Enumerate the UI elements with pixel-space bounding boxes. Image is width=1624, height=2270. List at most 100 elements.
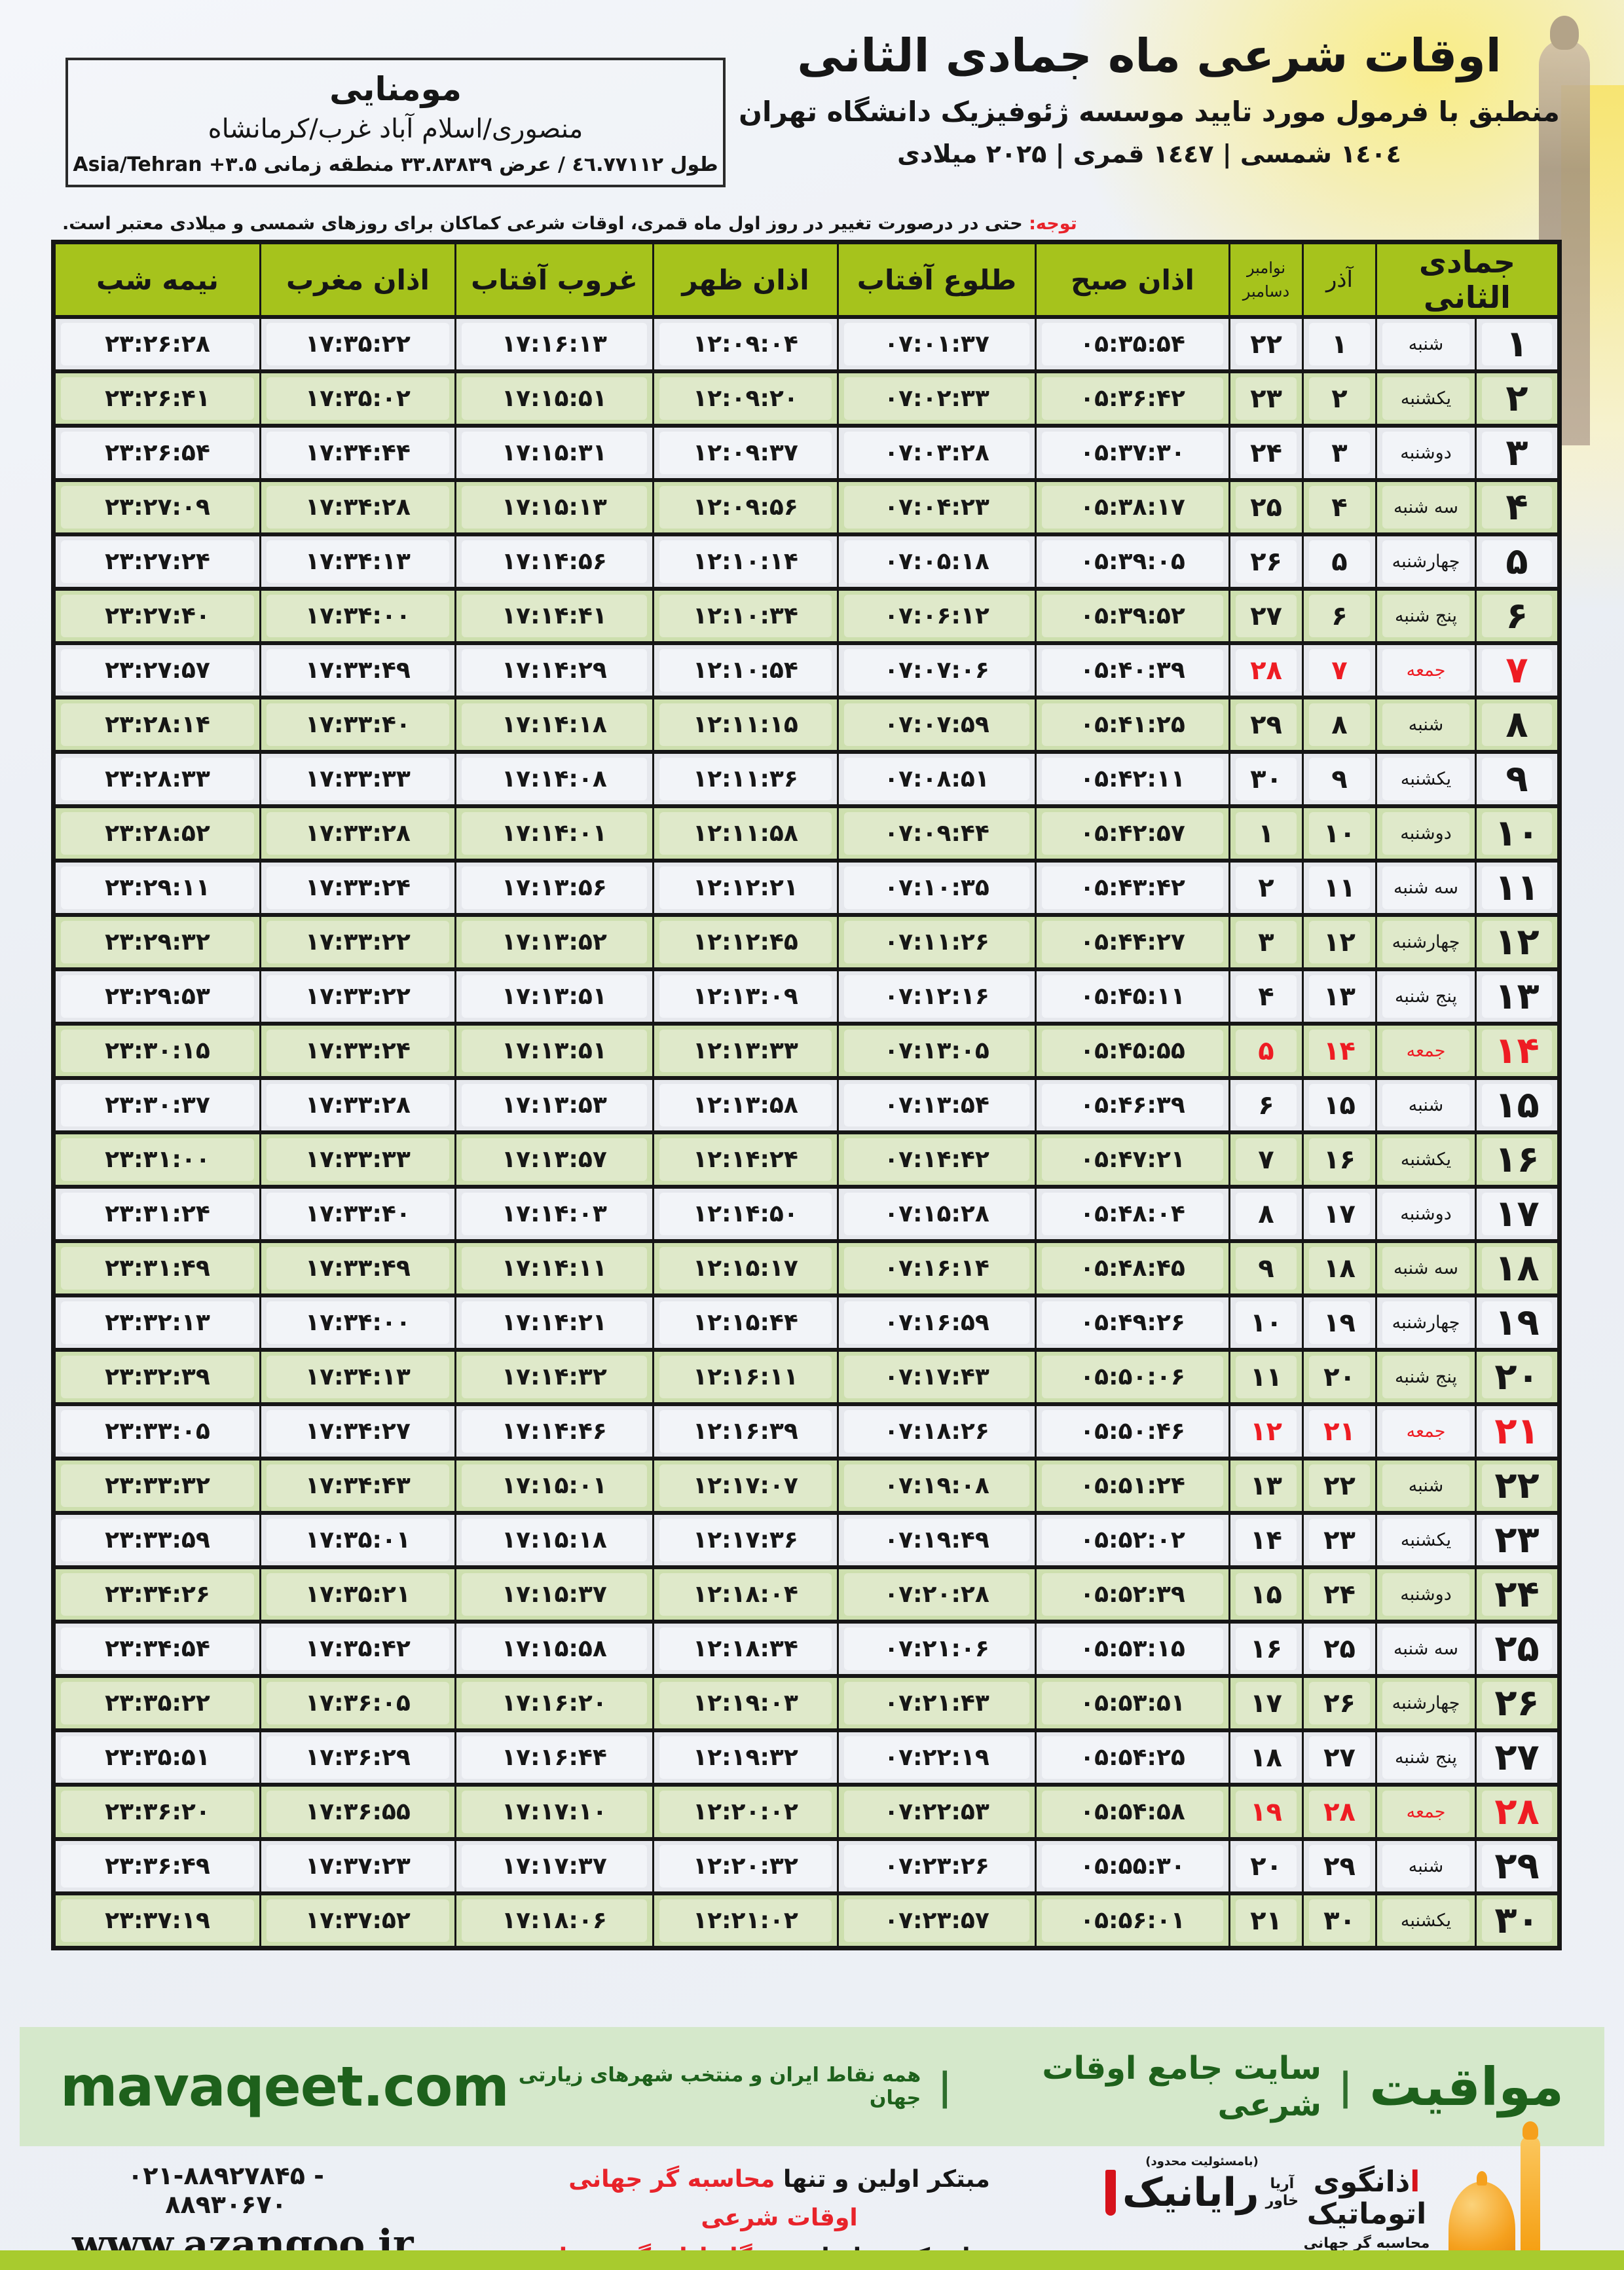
weekday-cell: یکشنبه — [1375, 1891, 1477, 1950]
location-box: مومنایی منصوری/اسلام آباد غرب/کرمانشاه ط… — [65, 58, 726, 187]
sunrise-time-cell: ۰۷:۲۱:۰۶ — [836, 1620, 1037, 1678]
jumada-day-cell: ۲۳ — [1475, 1511, 1560, 1569]
azar-day-cell: ۱۱ — [1301, 859, 1377, 917]
midnight-time-cell: ۲۳:۳۲:۳۹ — [52, 1348, 261, 1406]
table-row: ۷ جمعه ۷ ۲۸ ۰۵:۴۰:۳۹ ۰۷:۰۷:۰۶ ۱۲:۱۰:۵۴ ۱… — [52, 641, 1560, 699]
dhuhr-time-cell: ۱۲:۱۸:۰۴ — [652, 1565, 839, 1624]
table-row: ۳۰ یکشنبه ۳۰ ۲۱ ۰۵:۵۶:۰۱ ۰۷:۲۳:۵۷ ۱۲:۲۱:… — [52, 1891, 1560, 1950]
midnight-time-cell: ۲۳:۳۷:۱۹ — [52, 1891, 261, 1950]
weekday-cell: چهارشنبه — [1375, 532, 1477, 591]
weekday-cell: دوشنبه — [1375, 804, 1477, 863]
jumada-day-cell: ۴ — [1475, 478, 1560, 536]
table-row: ۴ سه شنبه ۴ ۲۵ ۰۵:۳۸:۱۷ ۰۷:۰۴:۲۳ ۱۲:۰۹:۵… — [52, 478, 1560, 536]
maghrib-time-cell: ۱۷:۳۵:۴۲ — [259, 1620, 456, 1678]
table-row: ۲۹ شنبه ۲۹ ۲۰ ۰۵:۵۵:۳۰ ۰۷:۲۳:۲۶ ۱۲:۲۰:۳۲… — [52, 1837, 1560, 1895]
gregorian-day-cell: ۲ — [1228, 859, 1304, 917]
column-header-maghrib: اذان مغرب — [259, 240, 456, 319]
fajr-time-cell: ۰۵:۵۳:۵۱ — [1034, 1674, 1230, 1732]
notice-line: توجه: حتی در درصورت تغییر در روز اول ماه… — [62, 214, 1077, 234]
gregorian-day-cell: ۱۳ — [1228, 1457, 1304, 1515]
dhuhr-time-cell: ۱۲:۱۲:۲۱ — [652, 859, 839, 917]
sunset-time-cell: ۱۷:۱۴:۴۱ — [454, 587, 654, 645]
rayanik-sub-bottom: خاور — [1265, 2193, 1299, 2209]
midnight-time-cell: ۲۳:۳۴:۲۶ — [52, 1565, 261, 1624]
fajr-time-cell: ۰۵:۵۳:۱۵ — [1034, 1620, 1230, 1678]
azar-day-cell: ۲۰ — [1301, 1348, 1377, 1406]
azar-day-cell: ۹ — [1301, 750, 1377, 808]
midnight-time-cell: ۲۳:۲۸:۱۴ — [52, 696, 261, 754]
maghrib-time-cell: ۱۷:۳۴:۰۰ — [259, 1293, 456, 1352]
maghrib-time-cell: ۱۷:۳۳:۴۹ — [259, 641, 456, 699]
sunset-time-cell: ۱۷:۱۵:۰۱ — [454, 1457, 654, 1515]
weekday-cell: پنج شنبه — [1375, 967, 1477, 1026]
prayer-table-body: ۱ شنبه ۱ ۲۲ ۰۵:۳۵:۵۴ ۰۷:۰۱:۳۷ ۱۲:۰۹:۰۴ ۱… — [52, 315, 1560, 1950]
gregorian-day-cell: ۲۸ — [1228, 641, 1304, 699]
weekday-cell: جمعه — [1375, 1783, 1477, 1841]
sunrise-time-cell: ۰۷:۲۰:۲۸ — [836, 1565, 1037, 1624]
bottom-color-band — [0, 2250, 1624, 2270]
weekday-cell: چهارشنبه — [1375, 1674, 1477, 1732]
weekday-cell: دوشنبه — [1375, 1185, 1477, 1243]
gregorian-day-cell: ۶ — [1228, 1076, 1304, 1134]
table-row: ۱۹ چهارشنبه ۱۹ ۱۰ ۰۵:۴۹:۲۶ ۰۷:۱۶:۵۹ ۱۲:۱… — [52, 1293, 1560, 1352]
maghrib-time-cell: ۱۷:۳۳:۴۰ — [259, 1185, 456, 1243]
prayer-times-table: جمادی الثانی آذر نوامبر دسامبر اذان صبح … — [50, 240, 1562, 1950]
column-header-sunset: غروب آفتاب — [454, 240, 654, 319]
fajr-time-cell: ۰۵:۵۱:۲۴ — [1034, 1457, 1230, 1515]
midnight-time-cell: ۲۳:۲۹:۳۲ — [52, 913, 261, 971]
gregorian-day-cell: ۱ — [1228, 804, 1304, 863]
dhuhr-time-cell: ۱۲:۰۹:۰۴ — [652, 315, 839, 373]
sunrise-time-cell: ۰۷:۰۹:۴۴ — [836, 804, 1037, 863]
weekday-cell: پنج شنبه — [1375, 1348, 1477, 1406]
azar-day-cell: ۲۱ — [1301, 1402, 1377, 1461]
table-row: ۲۳ یکشنبه ۲۳ ۱۴ ۰۵:۵۲:۰۲ ۰۷:۱۹:۴۹ ۱۲:۱۷:… — [52, 1511, 1560, 1569]
fajr-time-cell: ۰۵:۵۰:۰۶ — [1034, 1348, 1230, 1406]
slogan-line1-black: مبتکر اولین و تنها — [775, 2166, 990, 2193]
weekday-cell: دوشنبه — [1375, 424, 1477, 482]
column-header-december: دسامبر — [1242, 282, 1290, 301]
azar-day-cell: ۲۶ — [1301, 1674, 1377, 1732]
table-row: ۱۰ دوشنبه ۱۰ ۱ ۰۵:۴۲:۵۷ ۰۷:۰۹:۴۴ ۱۲:۱۱:۵… — [52, 804, 1560, 863]
rayanik-logo: (بامسئولیت محدود) آریا خاور رایانیک — [1099, 2155, 1305, 2216]
midnight-time-cell: ۲۳:۳۳:۰۵ — [52, 1402, 261, 1461]
weekday-cell: چهارشنبه — [1375, 913, 1477, 971]
dhuhr-time-cell: ۱۲:۰۹:۲۰ — [652, 369, 839, 428]
weekday-cell: یکشنبه — [1375, 369, 1477, 428]
jumada-day-cell: ۲۸ — [1475, 1783, 1560, 1841]
rayanik-wordmark: آریا خاور رایانیک — [1099, 2170, 1305, 2216]
maghrib-time-cell: ۱۷:۳۴:۲۸ — [259, 478, 456, 536]
midnight-time-cell: ۲۳:۲۶:۲۸ — [52, 315, 261, 373]
fajr-time-cell: ۰۵:۴۵:۵۵ — [1034, 1022, 1230, 1080]
sunset-time-cell: ۱۷:۱۵:۵۸ — [454, 1620, 654, 1678]
azar-day-cell: ۲۳ — [1301, 1511, 1377, 1569]
rayanik-sub-top: آریا — [1270, 2175, 1295, 2192]
midnight-time-cell: ۲۳:۳۶:۲۰ — [52, 1783, 261, 1841]
sunrise-time-cell: ۰۷:۱۹:۴۹ — [836, 1511, 1037, 1569]
gregorian-day-cell: ۳ — [1228, 913, 1304, 971]
gregorian-day-cell: ۲۷ — [1228, 587, 1304, 645]
table-row: ۳ دوشنبه ۳ ۲۴ ۰۵:۳۷:۳۰ ۰۷:۰۳:۲۸ ۱۲:۰۹:۳۷… — [52, 424, 1560, 482]
gregorian-day-cell: ۱۸ — [1228, 1728, 1304, 1787]
dhuhr-time-cell: ۱۲:۱۳:۰۹ — [652, 967, 839, 1026]
weekday-cell: یکشنبه — [1375, 1511, 1477, 1569]
maghrib-time-cell: ۱۷:۳۶:۰۵ — [259, 1674, 456, 1732]
dhuhr-time-cell: ۱۲:۱۳:۳۳ — [652, 1022, 839, 1080]
weekday-cell: سه شنبه — [1375, 1239, 1477, 1297]
band-divider: | — [1338, 2064, 1353, 2109]
jumada-day-cell: ۸ — [1475, 696, 1560, 754]
column-header-sunrise: طلوع آفتاب — [836, 240, 1037, 319]
sunrise-time-cell: ۰۷:۰۲:۳۳ — [836, 369, 1037, 428]
mavaqeet-tagline-1: سایت جامع اوقات شرعی — [1042, 2050, 1321, 2123]
gregorian-day-cell: ۵ — [1228, 1022, 1304, 1080]
sunrise-time-cell: ۰۷:۲۳:۵۷ — [836, 1891, 1037, 1950]
azar-day-cell: ۲ — [1301, 369, 1377, 428]
maghrib-time-cell: ۱۷:۳۶:۵۵ — [259, 1783, 456, 1841]
midnight-time-cell: ۲۳:۲۷:۵۷ — [52, 641, 261, 699]
column-header-midnight: نیمه شب — [52, 240, 261, 319]
calendar-years-line: ١٤٠٤ شمسی | ١٤٤٧ قمری | ٢٠٢۵ میلادی — [897, 140, 1401, 168]
sunrise-time-cell: ۰۷:۰۴:۲۳ — [836, 478, 1037, 536]
azar-day-cell: ۳۰ — [1301, 1891, 1377, 1950]
sunset-time-cell: ۱۷:۱۴:۱۱ — [454, 1239, 654, 1297]
band-divider: | — [938, 2064, 952, 2109]
